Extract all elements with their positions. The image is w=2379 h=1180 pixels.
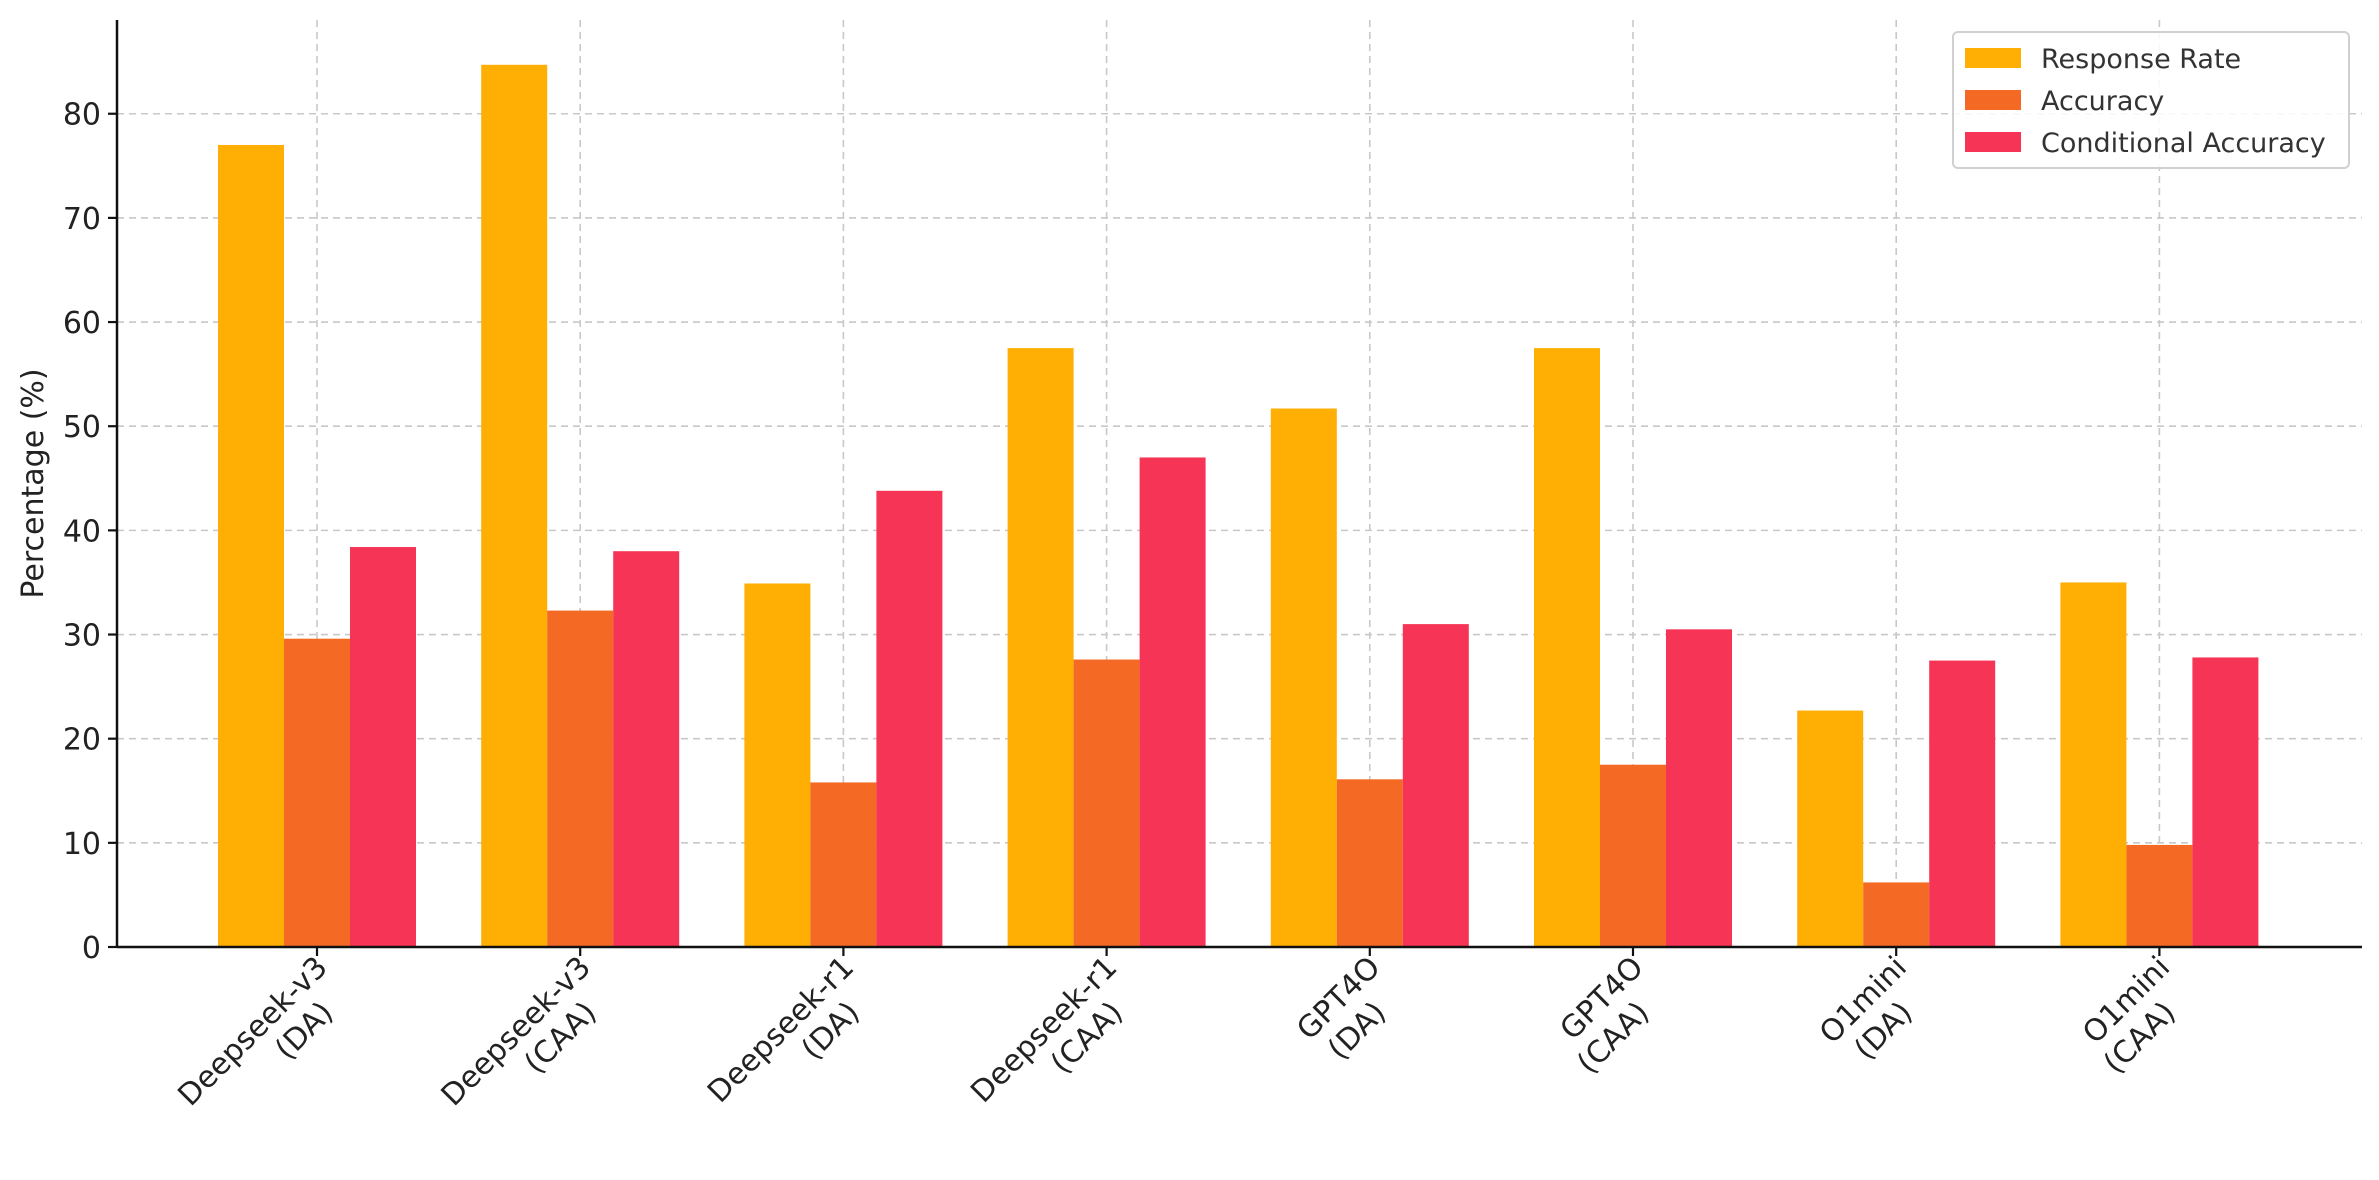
svg-text:GPT4O(DA): GPT4O(DA) xyxy=(1290,950,1413,1073)
y-tick-label: 0 xyxy=(82,931,101,966)
x-tick-labels: Deepseek-v3(DA) Deepseek-v3(CAA) Deepseek-… xyxy=(171,950,2203,1139)
legend-label: Conditional Accuracy xyxy=(2041,128,2326,159)
svg-text:GPT4O(CAA): GPT4O(CAA) xyxy=(1545,950,1676,1081)
bar-response-rate xyxy=(1270,408,1337,948)
bar-conditional-accuracy xyxy=(1666,629,1732,947)
x-tick-label: Deepseek-r1(DA) xyxy=(701,950,886,1135)
legend-swatch xyxy=(1965,90,2021,110)
y-tick-label: 30 xyxy=(63,619,101,654)
y-axis-label: Percentage (%) xyxy=(16,368,51,598)
svg-text:O1mini(DA): O1mini(DA) xyxy=(1813,950,1939,1076)
bar-conditional-accuracy xyxy=(2192,657,2259,947)
x-tick-label: O1mini(DA) xyxy=(1813,950,1939,1076)
x-tick-label: Deepseek-v3(DA) xyxy=(171,950,360,1139)
bar-response-rate xyxy=(1797,710,1864,947)
bar-accuracy xyxy=(1336,779,1403,947)
bar-accuracy xyxy=(284,638,350,947)
legend-box xyxy=(1952,31,2350,169)
x-tick-label: Deepseek-v3(CAA) xyxy=(435,950,624,1139)
legend-label: Response Rate xyxy=(2041,44,2241,75)
y-tick-label: 10 xyxy=(63,827,101,862)
y-tick-label: 50 xyxy=(63,410,101,445)
bar-conditional-accuracy xyxy=(1139,457,1206,947)
bar-response-rate xyxy=(1534,348,1600,947)
bars xyxy=(218,64,2259,948)
bar-response-rate xyxy=(218,144,284,947)
svg-text:Deepseek-r1(DA): Deepseek-r1(DA) xyxy=(701,950,886,1135)
bar-conditional-accuracy xyxy=(613,551,680,947)
bar-response-rate xyxy=(481,64,548,947)
svg-text:Deepseek-v3(CAA): Deepseek-v3(CAA) xyxy=(435,950,624,1139)
bar-conditional-accuracy xyxy=(350,547,416,947)
bar-conditional-accuracy xyxy=(1402,624,1469,947)
axes xyxy=(108,20,2362,956)
x-tick-label: GPT4O(CAA) xyxy=(1545,950,1676,1081)
y-tick-label: 80 xyxy=(63,98,101,133)
bar-accuracy xyxy=(1073,659,1140,947)
legend-swatch xyxy=(1965,132,2021,152)
x-tick-label: Deepseek-r1(CAA) xyxy=(964,950,1149,1135)
bar-accuracy xyxy=(810,782,877,947)
bar-accuracy xyxy=(2126,844,2193,947)
y-tick-label: 60 xyxy=(63,306,101,341)
y-tick-label: 70 xyxy=(63,202,101,237)
y-tick-label: 20 xyxy=(63,723,101,758)
legend-swatch xyxy=(1965,48,2021,68)
svg-text:Deepseek-v3(DA): Deepseek-v3(DA) xyxy=(171,950,360,1139)
bar-accuracy xyxy=(547,610,614,947)
bar-conditional-accuracy xyxy=(876,490,943,947)
bar-accuracy xyxy=(1863,882,1930,947)
legend: Response Rate Accuracy Conditional Accurac… xyxy=(1952,31,2350,169)
svg-text:O1mini(CAA): O1mini(CAA) xyxy=(2072,950,2203,1081)
x-tick-label: O1mini(CAA) xyxy=(2072,950,2203,1081)
y-tick-label: 40 xyxy=(63,514,101,549)
svg-text:Deepseek-r1(CAA): Deepseek-r1(CAA) xyxy=(964,950,1149,1135)
bar-accuracy xyxy=(1600,764,1666,947)
legend-label: Accuracy xyxy=(2041,86,2164,117)
bar-conditional-accuracy xyxy=(1929,660,1996,947)
bar-response-rate xyxy=(2060,582,2127,947)
bar-response-rate xyxy=(1007,348,1074,947)
x-tick-label: GPT4O(DA) xyxy=(1290,950,1413,1073)
bar-response-rate xyxy=(744,583,811,947)
y-tick-labels: 0 10 20 30 40 50 60 70 80 xyxy=(63,98,101,966)
